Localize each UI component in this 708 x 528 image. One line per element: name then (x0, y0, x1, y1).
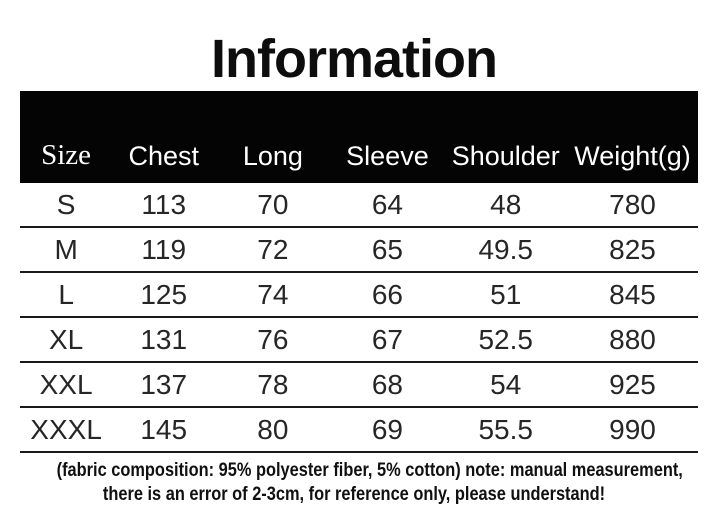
sleeve-cell: 64 (371, 188, 404, 220)
long-cell: 78 (257, 368, 289, 400)
disclaimer-note: (fabric composition: 95% polyester fiber… (0, 458, 708, 506)
column-header-weight: Weight(g) (574, 141, 691, 171)
long-cell: 76 (257, 323, 289, 355)
shoulder-cell: 49.5 (478, 233, 533, 265)
shoulder-cell: 48 (490, 188, 522, 220)
size-cell: XXXL (30, 413, 102, 445)
sleeve-cell: 68 (371, 368, 404, 400)
weight-cell: 780 (609, 188, 656, 220)
chest-cell: 131 (140, 323, 188, 355)
disclaimer-line-2: there is an error of 2-3cm, for referenc… (102, 483, 606, 505)
sleeve-cell: 69 (371, 413, 404, 445)
size-table: Size Chest Long Sleeve Shoulder Weight(g… (20, 91, 698, 453)
shoulder-cell: 54 (490, 368, 522, 400)
long-cell: 80 (257, 413, 289, 445)
column-header-chest: Chest (128, 141, 199, 171)
size-cell: M (54, 233, 78, 265)
table-row: L 125 74 66 51 845 (20, 273, 698, 318)
weight-cell: 845 (609, 278, 656, 310)
size-cell: L (58, 278, 74, 310)
shoulder-cell: 51 (490, 278, 522, 310)
long-cell: 72 (257, 233, 289, 265)
disclaimer-line-1: (fabric composition: 95% polyester fiber… (56, 459, 683, 481)
size-cell: S (56, 188, 76, 220)
chest-cell: 125 (140, 278, 188, 310)
shoulder-cell: 52.5 (478, 323, 533, 355)
sleeve-cell: 67 (371, 323, 404, 355)
table-row: S 113 70 64 48 780 (20, 183, 698, 228)
chest-cell: 113 (141, 188, 187, 220)
page-title: Information (211, 29, 498, 89)
weight-cell: 925 (609, 368, 656, 400)
column-header-shoulder: Shoulder (451, 141, 560, 171)
weight-cell: 825 (609, 233, 656, 265)
table-row: XL 131 76 67 52.5 880 (20, 318, 698, 363)
chest-cell: 137 (140, 368, 188, 400)
column-header-size: Size (41, 139, 92, 171)
sleeve-cell: 66 (371, 278, 404, 310)
size-cell: XL (48, 323, 84, 355)
weight-cell: 990 (609, 413, 656, 445)
long-cell: 70 (257, 188, 289, 220)
table-row: M 119 72 65 49.5 825 (20, 228, 698, 273)
table-header-row: Size Chest Long Sleeve Shoulder Weight(g… (20, 91, 698, 183)
chest-cell: 119 (141, 233, 187, 265)
table-row: XXXL 145 80 69 55.5 990 (20, 408, 698, 453)
chest-cell: 145 (140, 413, 188, 445)
disclaimer-note-text: (fabric composition: 95% polyester fiber… (56, 458, 683, 506)
shoulder-cell: 55.5 (478, 413, 533, 445)
column-header-long: Long (242, 141, 303, 171)
size-cell: XXL (39, 368, 93, 400)
table-row: XXL 137 78 68 54 925 (20, 363, 698, 408)
weight-cell: 880 (609, 323, 656, 355)
column-header-sleeve: Sleeve (346, 141, 429, 171)
sleeve-cell: 65 (371, 233, 404, 265)
long-cell: 74 (257, 278, 289, 310)
